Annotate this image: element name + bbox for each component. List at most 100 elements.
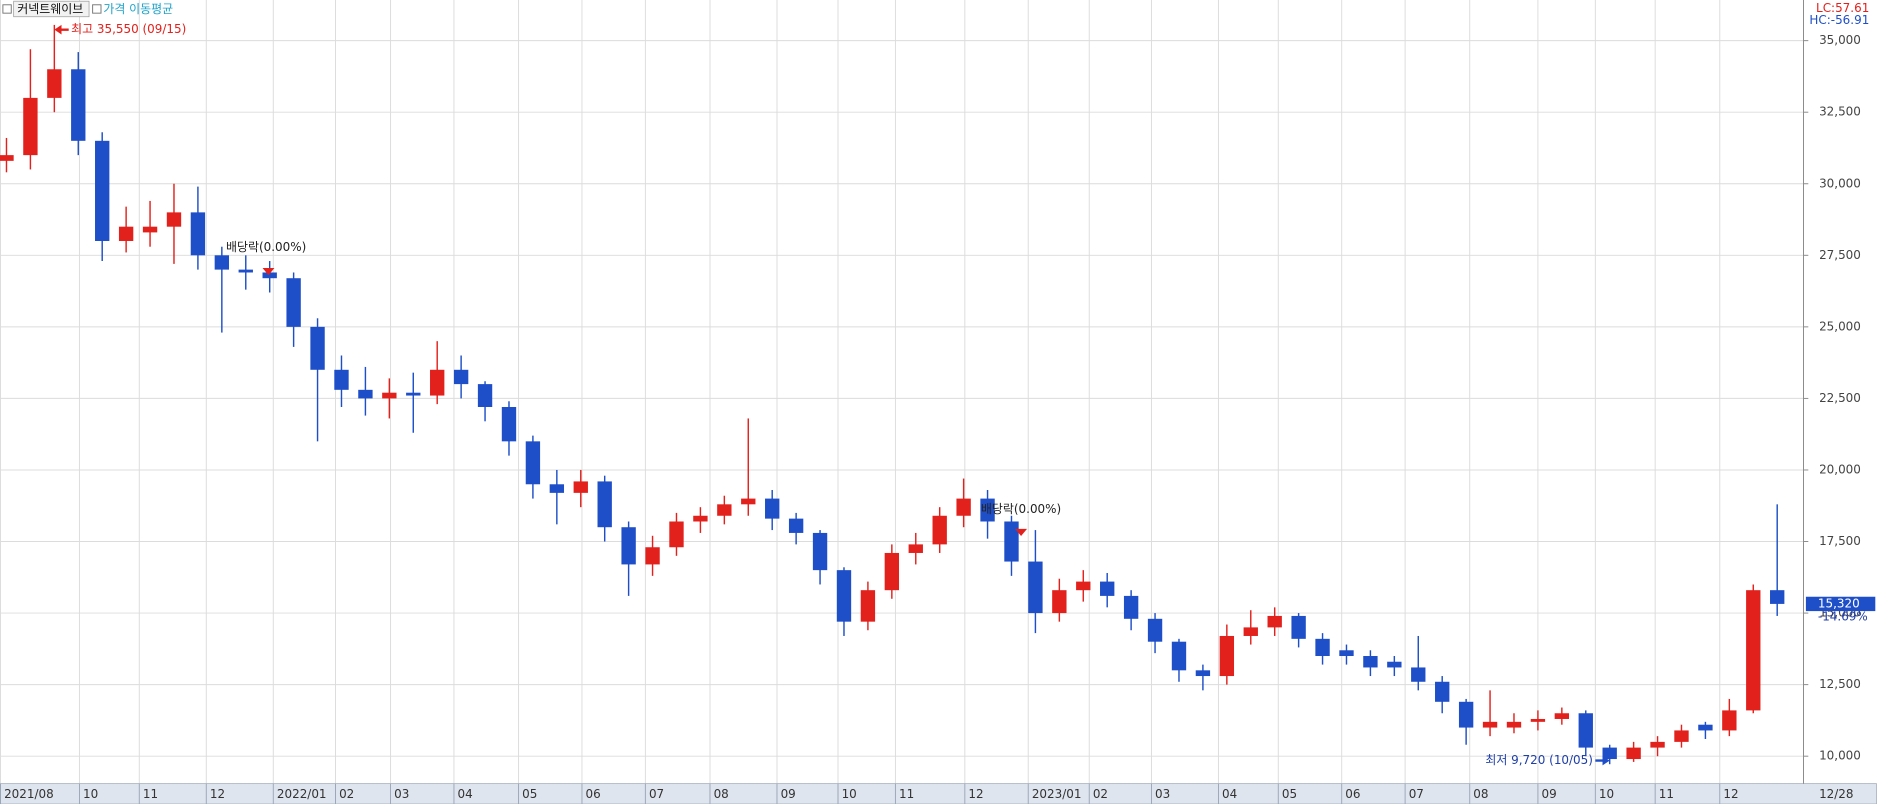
axes: 10,00012,50015,00017,50020,00022,50025,0…: [0, 33, 1861, 804]
y-tick-label: 25,000: [1819, 319, 1861, 333]
candle-body: [1770, 590, 1785, 604]
candle-body: [1363, 656, 1378, 668]
candle-body: [430, 369, 445, 396]
candle-body: [382, 392, 397, 399]
last-price-label: 15,320: [1818, 596, 1860, 610]
candle-body: [1076, 581, 1091, 591]
candle-body: [23, 97, 38, 156]
y-tick-label: 20,000: [1819, 462, 1861, 476]
candle-body: [836, 570, 852, 622]
legend-checkbox[interactable]: [2, 4, 12, 14]
candle-body: [358, 389, 373, 399]
x-tick-label: 12: [1723, 787, 1738, 801]
candle-body: [1722, 710, 1737, 731]
high-label: 최고 35,550 (09/15): [71, 22, 186, 36]
x-tick-label: 12: [968, 787, 983, 801]
candle-body: [1147, 618, 1163, 642]
y-tick-label: 22,500: [1819, 391, 1861, 405]
candle-body: [908, 544, 923, 553]
candle-body: [932, 515, 947, 545]
x-tick-label: 04: [1222, 787, 1237, 801]
candle-body: [1698, 724, 1713, 731]
legend-label: 커넥트웨이브: [17, 2, 83, 16]
candle-body: [477, 384, 493, 407]
indicator: HC:-56.91: [1809, 13, 1869, 27]
candle-body: [1387, 661, 1402, 668]
candle-body: [95, 140, 110, 241]
dividend-marker: [262, 268, 275, 276]
candle-body: [1530, 718, 1546, 722]
x-tick-label: 10: [842, 787, 857, 801]
x-tick-label: 08: [714, 787, 729, 801]
candle-body: [956, 498, 971, 516]
candle-body: [1411, 667, 1426, 682]
candle-body: [47, 69, 62, 98]
y-tick-label: 32,500: [1819, 105, 1861, 119]
candle-body: [262, 272, 277, 279]
candle-body: [1100, 581, 1115, 596]
candle-body: [1315, 638, 1330, 657]
candle-body: [1506, 721, 1522, 728]
candle-body: [0, 155, 14, 161]
y-tick-label: 30,000: [1819, 176, 1861, 190]
candle-body: [549, 484, 565, 493]
legend-checkbox[interactable]: [92, 4, 102, 14]
candles: [0, 24, 1785, 765]
x-tick-label: 05: [1282, 787, 1297, 801]
candle-body: [334, 369, 349, 390]
x-tick-label: 09: [1542, 787, 1557, 801]
candle-body: [142, 226, 158, 233]
x-tick-label: 06: [586, 787, 601, 801]
x-tick-label: 2022/01: [277, 787, 327, 801]
y-tick-label: 12,500: [1819, 677, 1861, 691]
candle-body: [1291, 615, 1306, 639]
x-tick-label: 04: [458, 787, 473, 801]
candle-body: [214, 255, 230, 270]
candle-body: [573, 481, 588, 493]
dividend-label: 배당락(0.00%): [226, 240, 306, 254]
candle-body: [1578, 713, 1593, 748]
low-label: 최저 9,720 (10/05): [1485, 753, 1593, 767]
candle-body: [884, 552, 900, 591]
legend-label: 가격 이동평균: [103, 2, 173, 16]
x-tick-label: 03: [394, 787, 409, 801]
x-end-label: 12/28: [1819, 787, 1853, 801]
candle-body: [1052, 590, 1067, 614]
dividend-marker: [1015, 528, 1028, 536]
y-tick-label: 27,500: [1819, 248, 1861, 262]
candle-body: [1458, 701, 1474, 728]
candle-body: [693, 515, 708, 522]
grid: [0, 0, 1804, 784]
candle-body: [741, 498, 756, 505]
candle-body: [860, 590, 876, 622]
candle-body: [1028, 561, 1043, 614]
candle-body: [453, 369, 469, 385]
dividend-label: 배당락(0.00%): [981, 502, 1061, 516]
candle-body: [1339, 650, 1354, 657]
x-tick-label: 11: [1659, 787, 1674, 801]
x-tick-label: 11: [143, 787, 158, 801]
last-price-box: [1805, 596, 1876, 612]
candle-body: [1267, 615, 1282, 628]
candle-body: [71, 69, 86, 141]
candle-body: [1004, 521, 1019, 562]
candle-body: [166, 212, 182, 227]
candle-body: [238, 269, 253, 273]
x-tick-label: 11: [899, 787, 914, 801]
candle-body: [1554, 713, 1570, 719]
candle-body: [1650, 741, 1665, 748]
candle-body: [1626, 747, 1641, 760]
candle-body: [597, 481, 612, 528]
x-tick-label: 2023/01: [1032, 787, 1082, 801]
x-tick-label: 07: [649, 787, 664, 801]
candle-body: [1171, 641, 1187, 671]
candle-body: [1746, 590, 1761, 711]
y-tick-label: 10,000: [1819, 749, 1861, 763]
candle-body: [645, 547, 660, 565]
legend-item-box: [13, 0, 90, 18]
candle-body: [1195, 670, 1211, 677]
candle-body: [190, 212, 206, 256]
x-tick-label: 2021/08: [4, 787, 54, 801]
